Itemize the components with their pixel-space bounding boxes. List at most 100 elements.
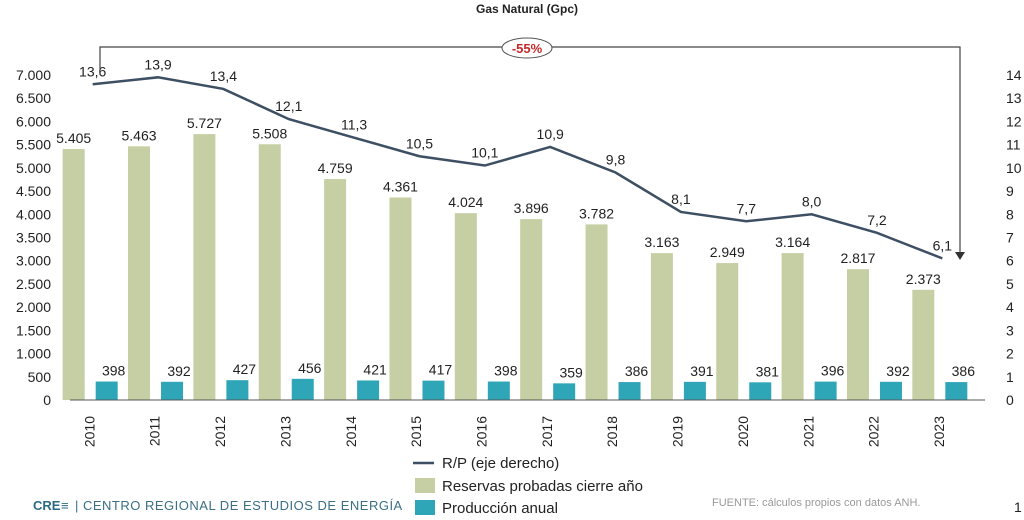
reserves-value-label: 5.727 [187, 115, 222, 131]
legend-production-label: Producción anual [442, 500, 558, 517]
reserves-bar [324, 179, 347, 400]
reserves-bar [846, 269, 869, 400]
reserves-bar [520, 219, 543, 400]
footer-org: | CENTRO REGIONAL DE ESTUDIOS DE ENERGÍA [75, 498, 403, 513]
y-left-tick-label: 5.000 [16, 160, 51, 176]
y-left-tick-label: 3.000 [16, 253, 51, 269]
y-left-tick-label: 500 [28, 369, 52, 385]
rp-value-label: 10,5 [406, 135, 433, 151]
legend: R/P (eje derecho) Reservas probadas cierr… [413, 455, 643, 517]
rp-value-label: 11,3 [341, 117, 367, 133]
rp-value-label: 7,7 [737, 200, 757, 216]
production-bar [422, 380, 445, 400]
reserves-bar [781, 253, 804, 400]
production-bar [161, 381, 184, 400]
y-right-tick-label: 13 [1006, 90, 1022, 106]
production-bar [683, 381, 706, 400]
y-axis-left: 0 500 1.000 1.500 2.000 2.500 3.000 3.500 4.000 4… [16, 67, 51, 408]
y-left-tick-label: 2.500 [16, 276, 51, 292]
y-left-tick-label: 5.500 [16, 137, 51, 153]
x-tick-label: 2011 [147, 416, 163, 446]
reserves-bar [193, 134, 216, 400]
reserves-value-label: 3.164 [775, 234, 810, 250]
legend-rp-label: R/P (eje derecho) [442, 455, 559, 472]
footer-brand: CRE [33, 498, 61, 513]
production-bar [291, 378, 314, 400]
y-right-tick-label: 0 [1006, 392, 1014, 408]
reserves-value-label: 2.949 [710, 244, 745, 260]
y-left-tick-label: 4.500 [16, 183, 51, 199]
y-right-tick-label: 3 [1006, 322, 1014, 338]
x-tick-label: 2020 [735, 416, 751, 447]
production-value-label: 386 [625, 363, 649, 379]
y-left-tick-label: 1.000 [16, 346, 51, 362]
reserves-value-label: 4.361 [383, 179, 418, 195]
rp-value-label: 6,1 [933, 237, 953, 253]
production-bar [226, 380, 249, 400]
y-right-tick-label: 7 [1006, 230, 1014, 246]
x-tick-label: 2012 [212, 416, 228, 447]
production-value-label: 392 [167, 363, 191, 379]
y-left-tick-label: 4.000 [16, 206, 51, 222]
production-value-label: 427 [233, 361, 257, 377]
production-bar [553, 383, 576, 400]
y-right-tick-label: 9 [1006, 183, 1014, 199]
production-value-label: 417 [429, 362, 453, 378]
production-bar [945, 382, 968, 400]
reserves-bar [62, 149, 85, 400]
x-tick-label: 2022 [866, 416, 882, 447]
reserves-value-label: 3.782 [579, 205, 614, 221]
legend-reserves-label: Reservas probadas cierre año [442, 478, 643, 495]
legend-reserves-swatch [415, 478, 435, 493]
rp-value-label: 12,1 [275, 98, 302, 114]
y-left-tick-label: 6.500 [16, 90, 51, 106]
x-tick-label: 2017 [539, 416, 555, 447]
y-left-tick-label: 1.500 [16, 322, 51, 338]
y-right-tick-label: 4 [1006, 299, 1014, 315]
page-number: 1 [1014, 499, 1022, 515]
y-right-tick-label: 14 [1006, 67, 1022, 83]
footer-source: FUENTE: cálculos propios con datos ANH. [712, 497, 920, 509]
y-right-tick-label: 2 [1006, 346, 1014, 362]
production-value-label: 421 [363, 361, 387, 377]
y-left-tick-label: 0 [43, 392, 51, 408]
x-tick-label: 2010 [81, 416, 97, 447]
x-tick-label: 2023 [931, 416, 947, 447]
y-left-tick-label: 3.500 [16, 230, 51, 246]
annotation-arrowhead [955, 252, 965, 260]
rp-line-group: 13,6 13,9 13,4 12,1 11,3 10,5 10,1 10,9 9,8 8,1 7,… [79, 56, 953, 260]
rp-value-label: 10,1 [471, 145, 498, 161]
reserves-bar [454, 213, 477, 400]
production-bar [487, 381, 510, 400]
reserves-value-label: 5.463 [122, 127, 157, 143]
reserves-bar [128, 146, 151, 400]
x-tick-label: 2019 [670, 416, 686, 447]
reserves-value-label: 5.405 [56, 130, 91, 146]
rp-value-label: 10,9 [537, 126, 564, 142]
production-value-label: 359 [559, 364, 583, 380]
reserves-bar [716, 263, 739, 400]
rp-value-label: 9,8 [606, 152, 626, 168]
rp-value-label: 13,6 [79, 63, 106, 79]
production-bar [95, 381, 118, 400]
y-left-tick-label: 2.000 [16, 299, 51, 315]
chart-title: Gas Natural (Gpc) [476, 2, 578, 16]
y-left-tick-label: 7.000 [16, 67, 51, 83]
rp-value-label: 8,1 [671, 191, 691, 207]
x-tick-label: 2016 [474, 416, 490, 447]
reserves-bar [258, 144, 281, 400]
production-value-label: 456 [298, 360, 322, 376]
legend-production-swatch [415, 500, 435, 515]
x-tick-label: 2018 [604, 416, 620, 447]
x-tick-label: 2015 [408, 416, 424, 447]
production-value-label: 396 [821, 363, 845, 379]
rp-value-label: 8,0 [802, 193, 822, 209]
y-right-tick-label: 8 [1006, 206, 1014, 222]
rp-value-label: 7,2 [867, 212, 887, 228]
reserves-bar [650, 253, 673, 400]
x-tick-label: 2013 [277, 416, 293, 447]
annotation-ellipse [501, 37, 553, 59]
reserves-value-label: 4.759 [318, 160, 353, 176]
